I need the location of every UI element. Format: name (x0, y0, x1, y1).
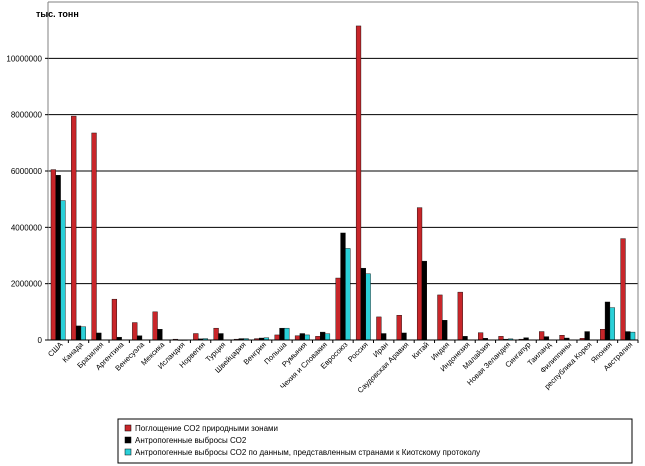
bar (80, 326, 86, 341)
bar (559, 335, 565, 341)
bar (304, 334, 310, 341)
legend-swatch-0 (124, 424, 132, 432)
legend-swatch-1 (124, 436, 132, 444)
y-tick-label: 2000000 (11, 280, 43, 289)
y-tick-label: 4000000 (11, 223, 43, 232)
bar (55, 175, 61, 341)
y-tick-label: 6000000 (11, 167, 43, 176)
bar (609, 307, 615, 341)
bar (324, 333, 331, 341)
bar (630, 331, 636, 341)
bar (193, 333, 199, 341)
bar (355, 25, 362, 341)
bar (60, 200, 66, 341)
legend-label-2: Антропогенные выбросы СО2 по данным, пре… (135, 448, 480, 457)
bar (376, 316, 382, 341)
bar (294, 335, 301, 341)
y-tick-labels: 0 2000000 4000000 6000000 8000000 10000000 (6, 54, 42, 345)
bar (157, 329, 163, 341)
bar (462, 336, 468, 341)
bar (401, 332, 407, 341)
bar (96, 332, 102, 341)
bar (584, 331, 590, 341)
bar (111, 298, 118, 341)
bar (620, 238, 626, 341)
bar (152, 311, 158, 341)
bar (360, 267, 366, 341)
bar (132, 322, 138, 341)
bar (71, 115, 77, 341)
unit-label: тыс. тонн (36, 9, 79, 19)
bar (75, 325, 82, 341)
bar (457, 291, 463, 341)
bar (50, 169, 56, 341)
bar (218, 333, 224, 341)
bars (50, 25, 636, 341)
bar (381, 333, 387, 341)
bar (335, 277, 341, 341)
bar (416, 207, 423, 341)
bar (396, 315, 402, 341)
bar (274, 334, 280, 341)
legend-label-0: Поглощение СО2 природными зонами (135, 424, 278, 433)
bar (299, 333, 305, 341)
y-tick-label: 8000000 (11, 111, 43, 120)
bar (365, 273, 371, 341)
bar (315, 336, 321, 341)
y-tick-label: 0 (38, 336, 43, 345)
bar (478, 332, 484, 341)
bar (213, 327, 219, 341)
y-tick-label: 10000000 (6, 54, 42, 63)
bar (284, 327, 290, 341)
bar (136, 335, 143, 341)
bar (600, 329, 606, 341)
bar (320, 331, 326, 341)
bar (539, 331, 545, 341)
bar (437, 294, 443, 341)
bar (625, 331, 631, 341)
axes (45, 1, 639, 343)
legend-box (117, 418, 633, 464)
bar (442, 320, 448, 341)
bar (279, 327, 285, 341)
bar (498, 336, 504, 341)
legend-label-1: Антропогенные выбросы СО2 (135, 436, 247, 445)
bar (91, 132, 97, 341)
bar (604, 301, 611, 341)
bar (421, 260, 427, 341)
grid (48, 57, 638, 285)
bar (340, 232, 346, 341)
bar (345, 248, 351, 341)
legend: Поглощение СО2 природными зонами Антропо… (117, 418, 633, 464)
legend-swatch-2 (124, 448, 132, 456)
bar (543, 336, 550, 341)
